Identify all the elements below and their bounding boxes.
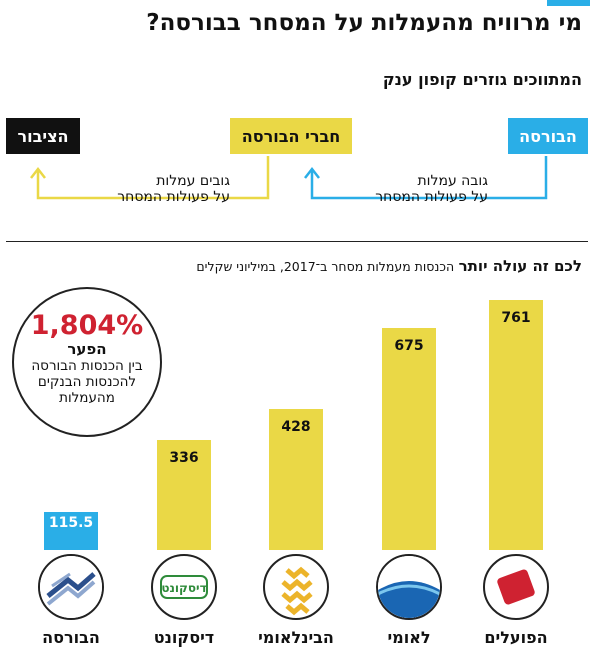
- gap-callout: 1,804% הפער בין הכנסות הבורסה להכנסות הב…: [12, 287, 162, 437]
- category-label: הפועלים: [484, 628, 548, 647]
- bar-value-label: 761: [501, 310, 531, 326]
- category-label: דיסקונט: [153, 628, 215, 647]
- bar: [44, 512, 98, 550]
- public-box: הציבור: [6, 118, 80, 154]
- bar: [269, 409, 323, 550]
- leumi-logo-icon: [376, 554, 442, 620]
- section-divider: [6, 241, 588, 242]
- exchange-fees-text: גובה עמלות על פעולות המסחר: [375, 173, 488, 205]
- members-fees-text: גובים עמלות על פעולות המסחר: [117, 173, 230, 205]
- gap-description-1: בין הכנסות הבורסה: [31, 358, 143, 374]
- members-flow-arrowhead: [30, 166, 46, 179]
- page-title: מי מרוויח מהעמלות על המסחר בבורסה?: [146, 10, 582, 36]
- gap-description-2: להכנסות הבנקים: [37, 374, 137, 390]
- bar-value-label: 675: [394, 338, 424, 355]
- tase-logo-icon: [38, 554, 104, 620]
- bar: [157, 439, 211, 550]
- flow-title: המתווכים גוזרים קופון ענק: [382, 70, 582, 89]
- members-box: חברי הבורסה: [230, 118, 352, 154]
- gap-label: הפער: [67, 340, 107, 358]
- bar: [489, 300, 543, 550]
- svg-text:דיסקונט: דיסקונט: [161, 581, 206, 595]
- bar: [382, 328, 436, 550]
- exchange-box: הבורסה: [508, 118, 588, 154]
- hapoalim-logo-icon: [483, 554, 549, 620]
- discount-logo-icon: דיסקונט: [151, 554, 217, 620]
- beinleumi-logo-icon: [263, 554, 329, 620]
- flow-arrows: [30, 156, 548, 200]
- category-label: הבינלאומי: [258, 628, 334, 647]
- gap-description-3: מהעמלות: [59, 390, 115, 406]
- chart-title-bold: לכם זה עולה יותר: [458, 257, 582, 275]
- category-label: הבורסה: [42, 628, 100, 647]
- exchange-flow-arrowhead: [304, 166, 320, 179]
- members-flow-arrow: [36, 156, 270, 200]
- bar-value-label: 428: [281, 419, 311, 436]
- chart-subtitle: הכנסות מעמלות מסחר ב־2017, במיליוני שקלי…: [196, 259, 455, 274]
- chart-title: לכם זה עולה יותר הכנסות מעמלות מסחר ב־20…: [22, 257, 582, 275]
- exchange-flow-arrow: [310, 156, 548, 200]
- category-label: לאומי: [387, 628, 431, 647]
- gap-percent: 1,804%: [30, 310, 144, 341]
- bar-value-label: 115.5: [48, 515, 94, 532]
- top-accent-bar: [547, 0, 590, 6]
- bar-value-label: 336: [169, 449, 199, 466]
